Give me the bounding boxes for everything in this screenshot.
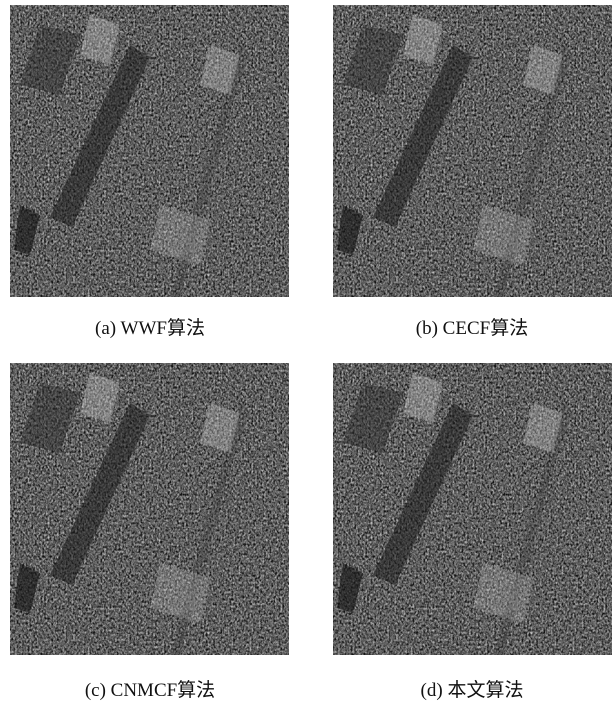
panel-a: (a) WWF算法	[10, 5, 289, 339]
image	[10, 363, 289, 655]
figure: (a) WWF算法 (b) CECF算法 (c) CNMCF算法 (d) 本文算…	[0, 0, 616, 707]
panel-b: (b) CECF算法	[333, 5, 612, 339]
image	[333, 363, 612, 655]
caption: (a) WWF算法	[95, 317, 205, 339]
image	[10, 5, 289, 297]
caption: (b) CECF算法	[416, 317, 528, 339]
panel-c: (c) CNMCF算法	[10, 363, 289, 701]
image	[333, 5, 612, 297]
panel-d: (d) 本文算法	[333, 363, 612, 701]
caption: (c) CNMCF算法	[85, 679, 215, 701]
page: {"figures": [ {"caption": "(a) WWF算法"}, …	[0, 0, 616, 707]
caption: (d) 本文算法	[421, 679, 524, 701]
